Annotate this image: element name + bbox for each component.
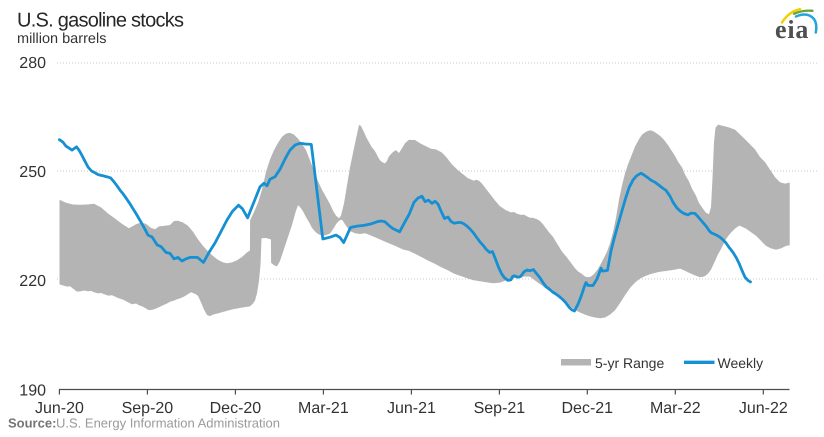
svg-text:Weekly: Weekly: [718, 355, 764, 371]
svg-text:Sep-20: Sep-20: [122, 400, 174, 417]
svg-text:220: 220: [19, 273, 46, 290]
svg-text:Mar-21: Mar-21: [298, 400, 349, 417]
svg-text:eia: eia: [775, 15, 809, 44]
svg-text:250: 250: [19, 164, 46, 181]
svg-text:Source:: Source:: [8, 416, 56, 431]
svg-text:million barrels: million barrels: [17, 31, 106, 47]
svg-text:Mar-22: Mar-22: [650, 400, 701, 417]
svg-text:5-yr Range: 5-yr Range: [595, 355, 664, 371]
svg-text:U.S. Energy Information Admini: U.S. Energy Information Administration: [56, 416, 280, 431]
svg-text:Dec-20: Dec-20: [210, 400, 262, 417]
svg-text:Dec-21: Dec-21: [562, 400, 614, 417]
svg-text:Jun-22: Jun-22: [739, 400, 788, 417]
svg-text:Jun-21: Jun-21: [387, 400, 436, 417]
svg-text:190: 190: [19, 383, 46, 400]
svg-text:Sep-21: Sep-21: [474, 400, 526, 417]
svg-text:Jun-20: Jun-20: [35, 400, 84, 417]
svg-text:U.S. gasoline stocks: U.S. gasoline stocks: [17, 10, 184, 32]
svg-text:280: 280: [19, 55, 46, 72]
